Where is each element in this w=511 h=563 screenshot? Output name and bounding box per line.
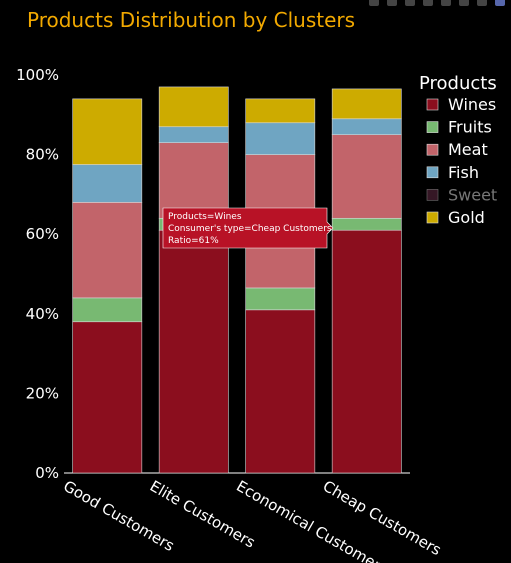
legend-title: Products	[419, 73, 497, 94]
bar-segment[interactable]	[331, 88, 402, 120]
bar-segment[interactable]	[245, 309, 316, 474]
legend-item-label[interactable]: Wines	[448, 95, 496, 114]
bar-segment[interactable]	[158, 142, 229, 219]
tooltip-line: Products=Wines	[168, 212, 242, 222]
bar-segment[interactable]	[72, 164, 143, 203]
zoom-icon[interactable]	[387, 0, 397, 6]
bar-segment[interactable]	[72, 98, 143, 165]
zoom-in-icon[interactable]	[423, 0, 433, 6]
legend-item-label[interactable]: Fish	[448, 163, 479, 182]
bar-segment[interactable]	[331, 229, 402, 474]
legend-item-label[interactable]: Gold	[448, 208, 485, 227]
chart-title: Products Distribution by Clusters	[27, 8, 356, 32]
legend-swatch[interactable]	[426, 98, 439, 111]
y-tick-label: 60%	[26, 225, 59, 243]
autoscale-icon[interactable]	[459, 0, 469, 6]
bars	[72, 86, 402, 474]
bar-segment[interactable]	[245, 122, 316, 155]
bar-segment[interactable]	[245, 287, 316, 311]
y-tick-label: 0%	[35, 464, 59, 482]
y-tick-label: 40%	[26, 305, 59, 323]
bar-segment[interactable]	[331, 134, 402, 219]
bar-segment[interactable]	[158, 229, 229, 474]
legend-swatch[interactable]	[426, 189, 439, 201]
bar-segment[interactable]	[331, 118, 402, 135]
legend-item-label[interactable]: Sweet	[448, 185, 497, 204]
legend-swatch[interactable]	[426, 166, 439, 179]
legend-swatch[interactable]	[426, 143, 439, 156]
tooltip-line: Consumer's type=Cheap Customers	[168, 224, 332, 234]
bar-segment[interactable]	[72, 321, 143, 474]
hover-tooltip: Products=Wines Consumer's type=Cheap Cust…	[162, 207, 334, 249]
bar-segment[interactable]	[72, 202, 143, 299]
y-tick-label: 80%	[26, 146, 59, 164]
legend-swatch[interactable]	[426, 121, 439, 133]
bar-segment[interactable]	[245, 98, 316, 124]
legend: Products Wines Fruits Meat Fish Sweet Gold	[419, 73, 497, 227]
x-tick-label: Economical Customers	[233, 477, 391, 563]
zoom-out-icon[interactable]	[441, 0, 451, 6]
y-tick-label: 100%	[16, 66, 59, 84]
reset-axes-icon[interactable]	[477, 0, 487, 6]
legend-item-label[interactable]: Fruits	[448, 118, 492, 137]
bar-segment[interactable]	[331, 217, 402, 231]
bar-segment[interactable]	[158, 126, 229, 143]
bar-segment[interactable]	[72, 297, 143, 323]
legend-swatch[interactable]	[426, 211, 439, 224]
camera-icon[interactable]	[369, 0, 379, 6]
bar-segment[interactable]	[158, 86, 229, 128]
pan-icon[interactable]	[405, 0, 415, 6]
plotly-logo-icon[interactable]	[495, 0, 505, 6]
legend-item-label[interactable]: Meat	[448, 140, 488, 159]
tooltip-line: Ratio=61%	[168, 236, 219, 246]
y-tick-label: 20%	[26, 384, 59, 402]
tooltip-box	[162, 207, 334, 249]
chart-modebar	[369, 0, 505, 8]
